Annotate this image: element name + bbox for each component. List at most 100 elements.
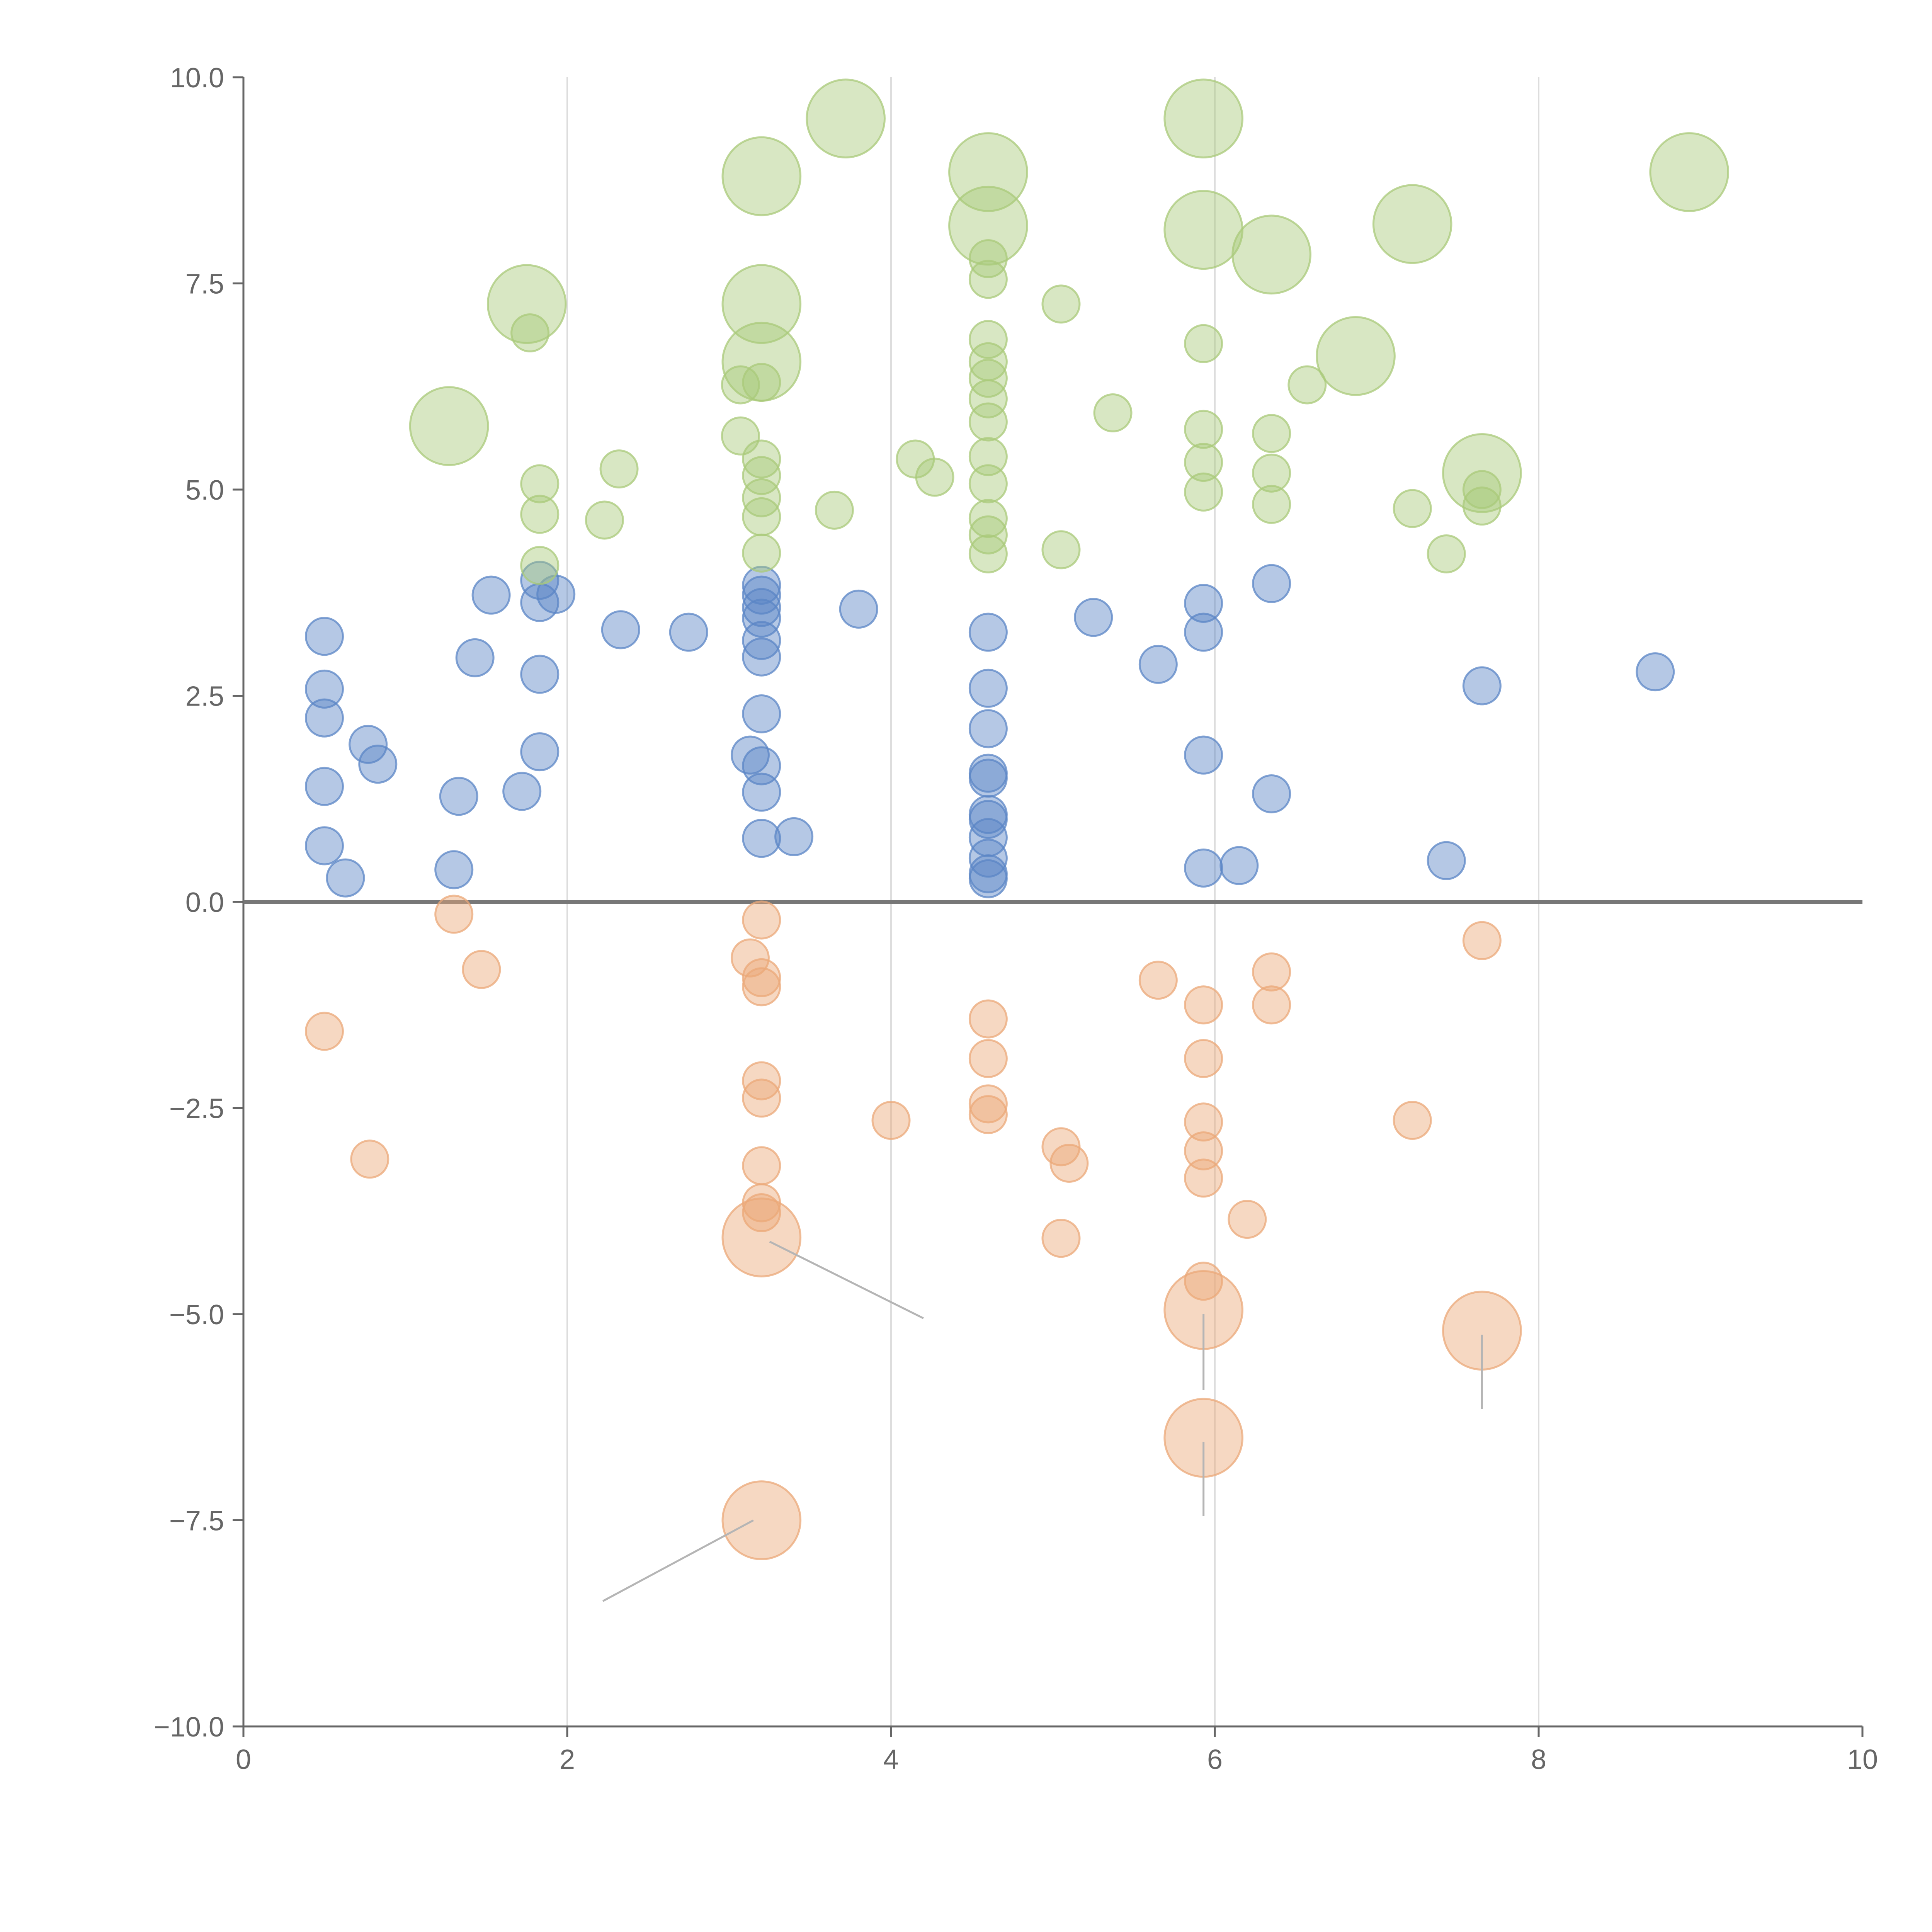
bubble-positive-low-46: [1184, 849, 1223, 888]
bubble-positive-low-30: [742, 566, 781, 605]
bubble-positive-low-43: [968, 612, 1008, 652]
bubble-positive-high-42: [1184, 324, 1223, 363]
bubble-positive-low-3: [305, 767, 344, 806]
bubble-positive-low-40: [968, 753, 1008, 793]
bubble-positive-high-46: [1231, 214, 1311, 295]
bubble-positive-low-53: [1427, 841, 1466, 880]
bubble-negative-36: [1462, 921, 1502, 960]
bubble-positive-high-7: [599, 449, 639, 489]
bubble-negative-2: [434, 895, 474, 934]
bubble-positive-high-17: [742, 497, 781, 536]
bubble-positive-high-49: [1252, 485, 1291, 524]
bubble-positive-low-6: [349, 724, 388, 764]
bubble-positive-high-30: [968, 379, 1008, 418]
bubble-positive-low-13: [520, 732, 560, 772]
bubble-negative-28: [1184, 1158, 1223, 1198]
leader-line-0: [769, 1240, 924, 1319]
bubble-positive-high-5: [520, 546, 560, 585]
bubble-positive-high-53: [1393, 489, 1432, 528]
y-tick-label-7: 7.5: [185, 269, 224, 300]
bubble-positive-low-8: [434, 850, 474, 889]
bubble-positive-low-31: [774, 817, 814, 856]
bubble-positive-low-12: [502, 772, 542, 811]
y-tick-label-4: 0.0: [185, 887, 224, 918]
bubble-positive-low-28: [742, 588, 781, 627]
bubble-positive-low-25: [742, 637, 781, 677]
bubble-positive-high-24: [948, 185, 1028, 266]
bubble-positive-low-16: [520, 561, 560, 600]
bubble-positive-low-18: [601, 610, 640, 650]
bubble-positive-high-15: [742, 456, 781, 495]
bubble-negative-25: [1184, 1039, 1223, 1078]
bubble-negative-33: [1252, 952, 1291, 992]
bubble-positive-high-6: [585, 500, 624, 540]
bubble-positive-low-54: [1462, 666, 1502, 706]
bubble-positive-low-41: [968, 709, 1008, 748]
bubble-positive-high-41: [1163, 190, 1243, 270]
leader-line-1: [602, 1519, 754, 1602]
bubble-positive-low-38: [968, 795, 1008, 834]
bubble-positive-high-44: [1184, 443, 1223, 482]
bubble-positive-low-4: [305, 826, 344, 866]
bubble-positive-low-48: [1184, 612, 1223, 652]
y-tick-label-8: 10.0: [170, 63, 224, 94]
bubble-positive-low-42: [968, 668, 1008, 708]
bubble-positive-low-9: [439, 777, 478, 816]
axes: [242, 77, 1862, 1728]
bubble-negative-22: [1041, 1219, 1081, 1258]
x-tick-label-5: 10: [1847, 1744, 1878, 1775]
bubble-positive-low-23: [742, 746, 781, 786]
bubble-positive-high-11: [721, 264, 802, 344]
bubble-positive-high-54: [1427, 534, 1466, 573]
bubble-positive-high-36: [968, 534, 1008, 573]
bubble-negative-1: [350, 1139, 389, 1179]
bubble-positive-low-21: [742, 819, 781, 858]
bubble-positive-high-37: [1041, 284, 1081, 324]
bubble-negative-23: [1138, 961, 1178, 1000]
bubble-negative-21: [1049, 1143, 1089, 1183]
bubble-positive-low-47: [1184, 735, 1223, 775]
bubble-positive-low-51: [1252, 774, 1291, 813]
bubble-positive-high-27: [968, 320, 1008, 359]
bubble-negative-10: [742, 1146, 781, 1185]
bubble-positive-high-58: [1649, 132, 1729, 212]
bubble-negative-27: [1184, 1131, 1223, 1170]
bubble-positive-low-26: [742, 621, 781, 660]
bubble-positive-low-0: [305, 617, 344, 656]
bubble-positive-high-22: [915, 457, 954, 497]
bubble-positive-high-14: [742, 439, 781, 479]
bubble-negative-4: [730, 938, 770, 978]
bubble-negative-13: [721, 1197, 802, 1277]
bubble-positive-high-38: [1041, 530, 1081, 570]
x-tick-label-3: 6: [1207, 1744, 1223, 1775]
bubble-positive-low-1: [305, 669, 344, 709]
x-tick-label-0: 0: [236, 1744, 251, 1775]
bubble-positive-low-2: [305, 698, 344, 738]
bubble-positive-high-0: [409, 386, 489, 466]
y-tick-label-3: −2.5: [169, 1094, 224, 1124]
bubble-positive-low-45: [1138, 645, 1178, 684]
bubble-negative-0: [305, 1012, 344, 1051]
bubble-positive-high-13: [742, 363, 781, 402]
bubble-positive-high-39: [1093, 393, 1133, 433]
bubble-positive-low-52: [1252, 564, 1291, 603]
bubble-positive-high-56: [1462, 470, 1502, 509]
bubble-positive-low-32: [839, 589, 878, 629]
bubble-negative-14: [721, 1480, 802, 1560]
tick-labels: −10.0 −7.5 −5.0 −2.5 0.0 2.5 5.0 7.5 10.0 0 2 4 6 8 10: [154, 63, 1878, 1775]
bubble-positive-high-29: [968, 359, 1008, 398]
bubble-positive-high-2: [510, 313, 550, 353]
bubble-positive-low-35: [968, 838, 1008, 878]
bubble-negative-35: [1393, 1101, 1432, 1140]
bubble-positive-low-29: [742, 575, 781, 615]
bubble-positive-low-20: [730, 735, 770, 775]
bubble-negative-6: [742, 958, 781, 997]
bubble-negative-9: [742, 1078, 781, 1118]
bubble-positive-high-34: [968, 499, 1008, 538]
bubble-positive-low-50: [1219, 846, 1259, 885]
bubble-positive-high-45: [1184, 472, 1223, 512]
bubble-positive-high-26: [968, 260, 1008, 299]
bubble-negative-7: [742, 967, 781, 1007]
y-tick-label-6: 5.0: [185, 475, 224, 506]
